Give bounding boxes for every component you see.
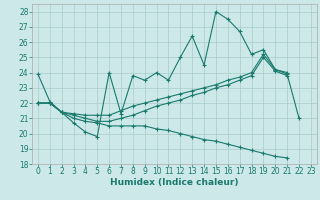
X-axis label: Humidex (Indice chaleur): Humidex (Indice chaleur) xyxy=(110,178,239,187)
